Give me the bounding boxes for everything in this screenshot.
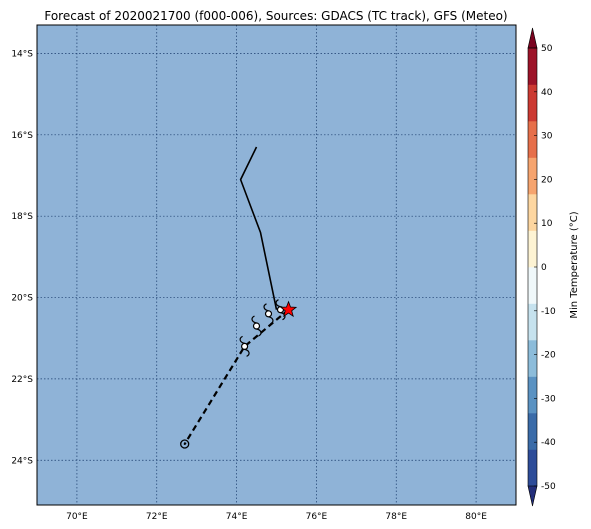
lon-tick-label: 72°E — [146, 512, 168, 522]
lat-tick-label: 22°S — [11, 375, 33, 385]
lon-tick-label: 74°E — [226, 512, 248, 522]
colorbar-ticks: -50 -40 -30 -20 -10 0 10 20 30 40 50 — [534, 44, 556, 492]
colorbar-extend-max — [527, 27, 538, 49]
colorbar-tick-label: -50 — [541, 482, 556, 492]
colorbar-segment — [528, 303, 537, 341]
forecast-end-dot — [183, 442, 186, 445]
graticule — [37, 25, 516, 505]
lat-tick-label: 16°S — [11, 131, 33, 141]
colorbar-extend-min — [527, 485, 538, 507]
ocean-background — [37, 25, 516, 505]
colorbar-segment — [528, 121, 537, 158]
colorbar-segment — [528, 230, 537, 268]
longitude-ticks: 70°E 72°E 74°E 76°E 78°E 80°E — [66, 512, 487, 522]
map-panel: 70°E 72°E 74°E 76°E 78°E 80°E 14°S 16°S 18°S 20°… — [11, 24, 517, 522]
cyclone-icon — [239, 335, 250, 357]
colorbar-segment — [528, 449, 537, 487]
colorbar-segment — [528, 376, 537, 414]
colorbar-tick-label: 0 — [541, 263, 547, 273]
colorbar-label: Min Temperature (°C) — [569, 211, 580, 318]
lat-tick-label: 20°S — [11, 294, 33, 304]
colorbar-segment — [528, 413, 537, 450]
colorbar-segment — [528, 157, 537, 195]
colorbar-tick-label: 10 — [541, 219, 553, 229]
colorbar-segment — [528, 194, 537, 231]
lat-tick-label: 14°S — [11, 49, 33, 59]
lon-tick-label: 70°E — [66, 512, 88, 522]
cyclone-track — [180, 146, 298, 449]
colorbar-segment — [528, 48, 537, 85]
forecast-end-marker — [180, 439, 190, 449]
colorbar-segments — [527, 27, 538, 507]
lat-tick-label: 24°S — [11, 456, 33, 466]
map-frame — [36, 24, 517, 506]
colorbar-segment — [528, 267, 537, 304]
colorbar-tick-label: -40 — [541, 438, 556, 448]
current-position-star — [279, 300, 298, 318]
colorbar-tick-label: 20 — [541, 175, 553, 185]
lon-tick-label: 76°E — [306, 512, 328, 522]
past-track-line — [239, 146, 278, 310]
colorbar-tick-label: -20 — [541, 351, 556, 361]
lon-tick-label: 80°E — [465, 512, 487, 522]
colorbar-tick-label: -30 — [541, 394, 556, 404]
colorbar-tick-label: -10 — [541, 307, 556, 317]
colorbar-tick-label: 40 — [541, 88, 553, 98]
colorbar: -50 -40 -30 -20 -10 0 10 20 30 40 50 Min Temperatu… — [527, 27, 580, 507]
colorbar-segment — [528, 340, 537, 377]
cyclone-icon — [251, 315, 262, 337]
lon-tick-label: 78°E — [385, 512, 407, 522]
figure-title: Forecast of 2020021700 (f000-006), Sourc… — [44, 9, 507, 23]
colorbar-segment — [528, 84, 537, 122]
forecast-track-line — [183, 308, 290, 445]
colorbar-tick-label: 30 — [541, 132, 553, 142]
colorbar-tick-label: 50 — [541, 44, 553, 54]
lat-tick-label: 18°S — [11, 212, 33, 222]
cyclone-icon — [263, 303, 274, 325]
latitude-ticks: 14°S 16°S 18°S 20°S 22°S 24°S — [11, 49, 33, 466]
